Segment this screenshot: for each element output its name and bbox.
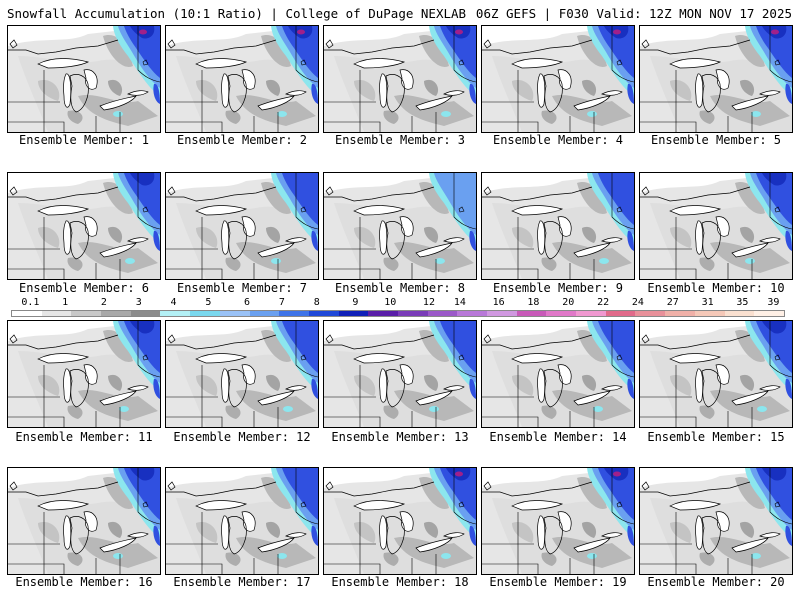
ensemble-member-map <box>481 25 635 133</box>
legend-swatch <box>71 311 102 316</box>
ensemble-member-map <box>323 467 477 575</box>
valid-time-title: 06Z GEFS | F030 Valid: 12Z MON NOV 17 20… <box>475 6 792 21</box>
legend-swatch <box>190 311 220 316</box>
legend-tick-label: 18 <box>527 297 540 308</box>
legend-swatch <box>41 311 72 316</box>
ensemble-member-map <box>7 467 161 575</box>
ensemble-member-map <box>7 172 161 280</box>
legend-swatch <box>279 311 309 316</box>
ensemble-member-map <box>639 467 793 575</box>
legend-swatch <box>249 311 280 316</box>
ensemble-member-map <box>639 320 793 428</box>
ensemble-member-map <box>323 320 477 428</box>
legend-swatch <box>338 311 369 316</box>
ensemble-member-label: Ensemble Member: 12 <box>173 430 311 444</box>
legend-labels: 0.1 1 2 3 4 5 6 7 8 9 10 12 14 16 18 20 22 24 27 31 35 39 <box>11 297 785 309</box>
ensemble-member-label: Ensemble Member: 3 <box>334 133 466 147</box>
legend-swatch <box>546 311 577 316</box>
map-title: Snowfall Accumulation (10:1 Ratio) | Col… <box>7 6 467 21</box>
legend-tick-label: 16 <box>492 297 505 308</box>
ensemble-member-label: Ensemble Member: 20 <box>647 575 785 589</box>
legend-swatch <box>487 311 517 316</box>
ensemble-member-map <box>165 25 319 133</box>
legend-tick-label: 22 <box>597 297 610 308</box>
legend-tick-label: 6 <box>244 297 251 308</box>
legend-swatch <box>130 311 161 316</box>
legend-swatch <box>308 311 339 316</box>
ensemble-member-label: Ensemble Member: 11 <box>15 430 153 444</box>
ensemble-member-map <box>7 25 161 133</box>
ensemble-member-map <box>481 320 635 428</box>
ensemble-member-map <box>165 172 319 280</box>
legend-tick-label: 0.1 <box>21 297 40 308</box>
legend-swatch <box>635 311 666 316</box>
ensemble-member-label: Ensemble Member: 5 <box>650 133 782 147</box>
ensemble-member-map <box>639 172 793 280</box>
legend-swatch <box>397 311 428 316</box>
ensemble-member-label: Ensemble Member: 7 <box>176 281 308 295</box>
legend-tick-label: 10 <box>384 297 397 308</box>
legend-tick-label: 39 <box>767 297 780 308</box>
legend-swatch <box>605 311 636 316</box>
legend-tick-label: 8 <box>313 297 320 308</box>
ensemble-member-map <box>323 25 477 133</box>
ensemble-member-label: Ensemble Member: 14 <box>489 430 627 444</box>
ensemble-member-label: Ensemble Member: 10 <box>647 281 785 295</box>
ensemble-member-label: Ensemble Member: 1 <box>18 133 150 147</box>
legend-tick-label: 31 <box>701 297 714 308</box>
legend-swatch <box>576 311 606 316</box>
ensemble-member-map <box>481 172 635 280</box>
ensemble-member-map <box>639 25 793 133</box>
ensemble-member-label: Ensemble Member: 4 <box>492 133 624 147</box>
ensemble-member-label: Ensemble Member: 15 <box>647 430 785 444</box>
ensemble-member-label: Ensemble Member: 2 <box>176 133 308 147</box>
legend-tick-label: 24 <box>631 297 644 308</box>
legend-tick-label: 12 <box>422 297 435 308</box>
legend-swatch <box>368 311 398 316</box>
ensemble-member-label: Ensemble Member: 16 <box>15 575 153 589</box>
legend-swatch <box>12 311 42 316</box>
legend-swatch <box>694 311 725 316</box>
legend-swatch <box>724 311 755 316</box>
legend-tick-label: 3 <box>135 297 142 308</box>
ensemble-member-label: Ensemble Member: 18 <box>331 575 469 589</box>
ensemble-member-label: Ensemble Member: 9 <box>492 281 624 295</box>
ensemble-member-label: Ensemble Member: 19 <box>489 575 627 589</box>
legend-swatch <box>754 311 784 316</box>
legend-tick-label: 20 <box>562 297 575 308</box>
legend-tick-label: 4 <box>170 297 177 308</box>
legend-tick-label: 2 <box>100 297 107 308</box>
color-legend <box>11 310 785 317</box>
ensemble-member-map <box>7 320 161 428</box>
legend-tick-label: 35 <box>736 297 749 308</box>
ensemble-member-map <box>323 172 477 280</box>
legend-swatch <box>516 311 547 316</box>
ensemble-member-label: Ensemble Member: 17 <box>173 575 311 589</box>
legend-tick-label: 27 <box>666 297 679 308</box>
legend-tick-label: 1 <box>62 297 69 308</box>
legend-swatch <box>427 311 458 316</box>
legend-swatch <box>101 311 131 316</box>
ensemble-member-label: Ensemble Member: 6 <box>18 281 150 295</box>
legend-swatch <box>219 311 250 316</box>
ensemble-member-map <box>481 467 635 575</box>
ensemble-member-map <box>165 320 319 428</box>
legend-tick-label: 9 <box>352 297 359 308</box>
ensemble-member-map <box>165 467 319 575</box>
legend-swatch <box>457 311 487 316</box>
legend-tick-label: 5 <box>205 297 212 308</box>
legend-swatch <box>160 311 191 316</box>
ensemble-member-label: Ensemble Member: 13 <box>331 430 469 444</box>
legend-tick-label: 14 <box>453 297 466 308</box>
ensemble-member-label: Ensemble Member: 8 <box>334 281 466 295</box>
legend-swatch <box>665 311 695 316</box>
legend-tick-label: 7 <box>278 297 285 308</box>
